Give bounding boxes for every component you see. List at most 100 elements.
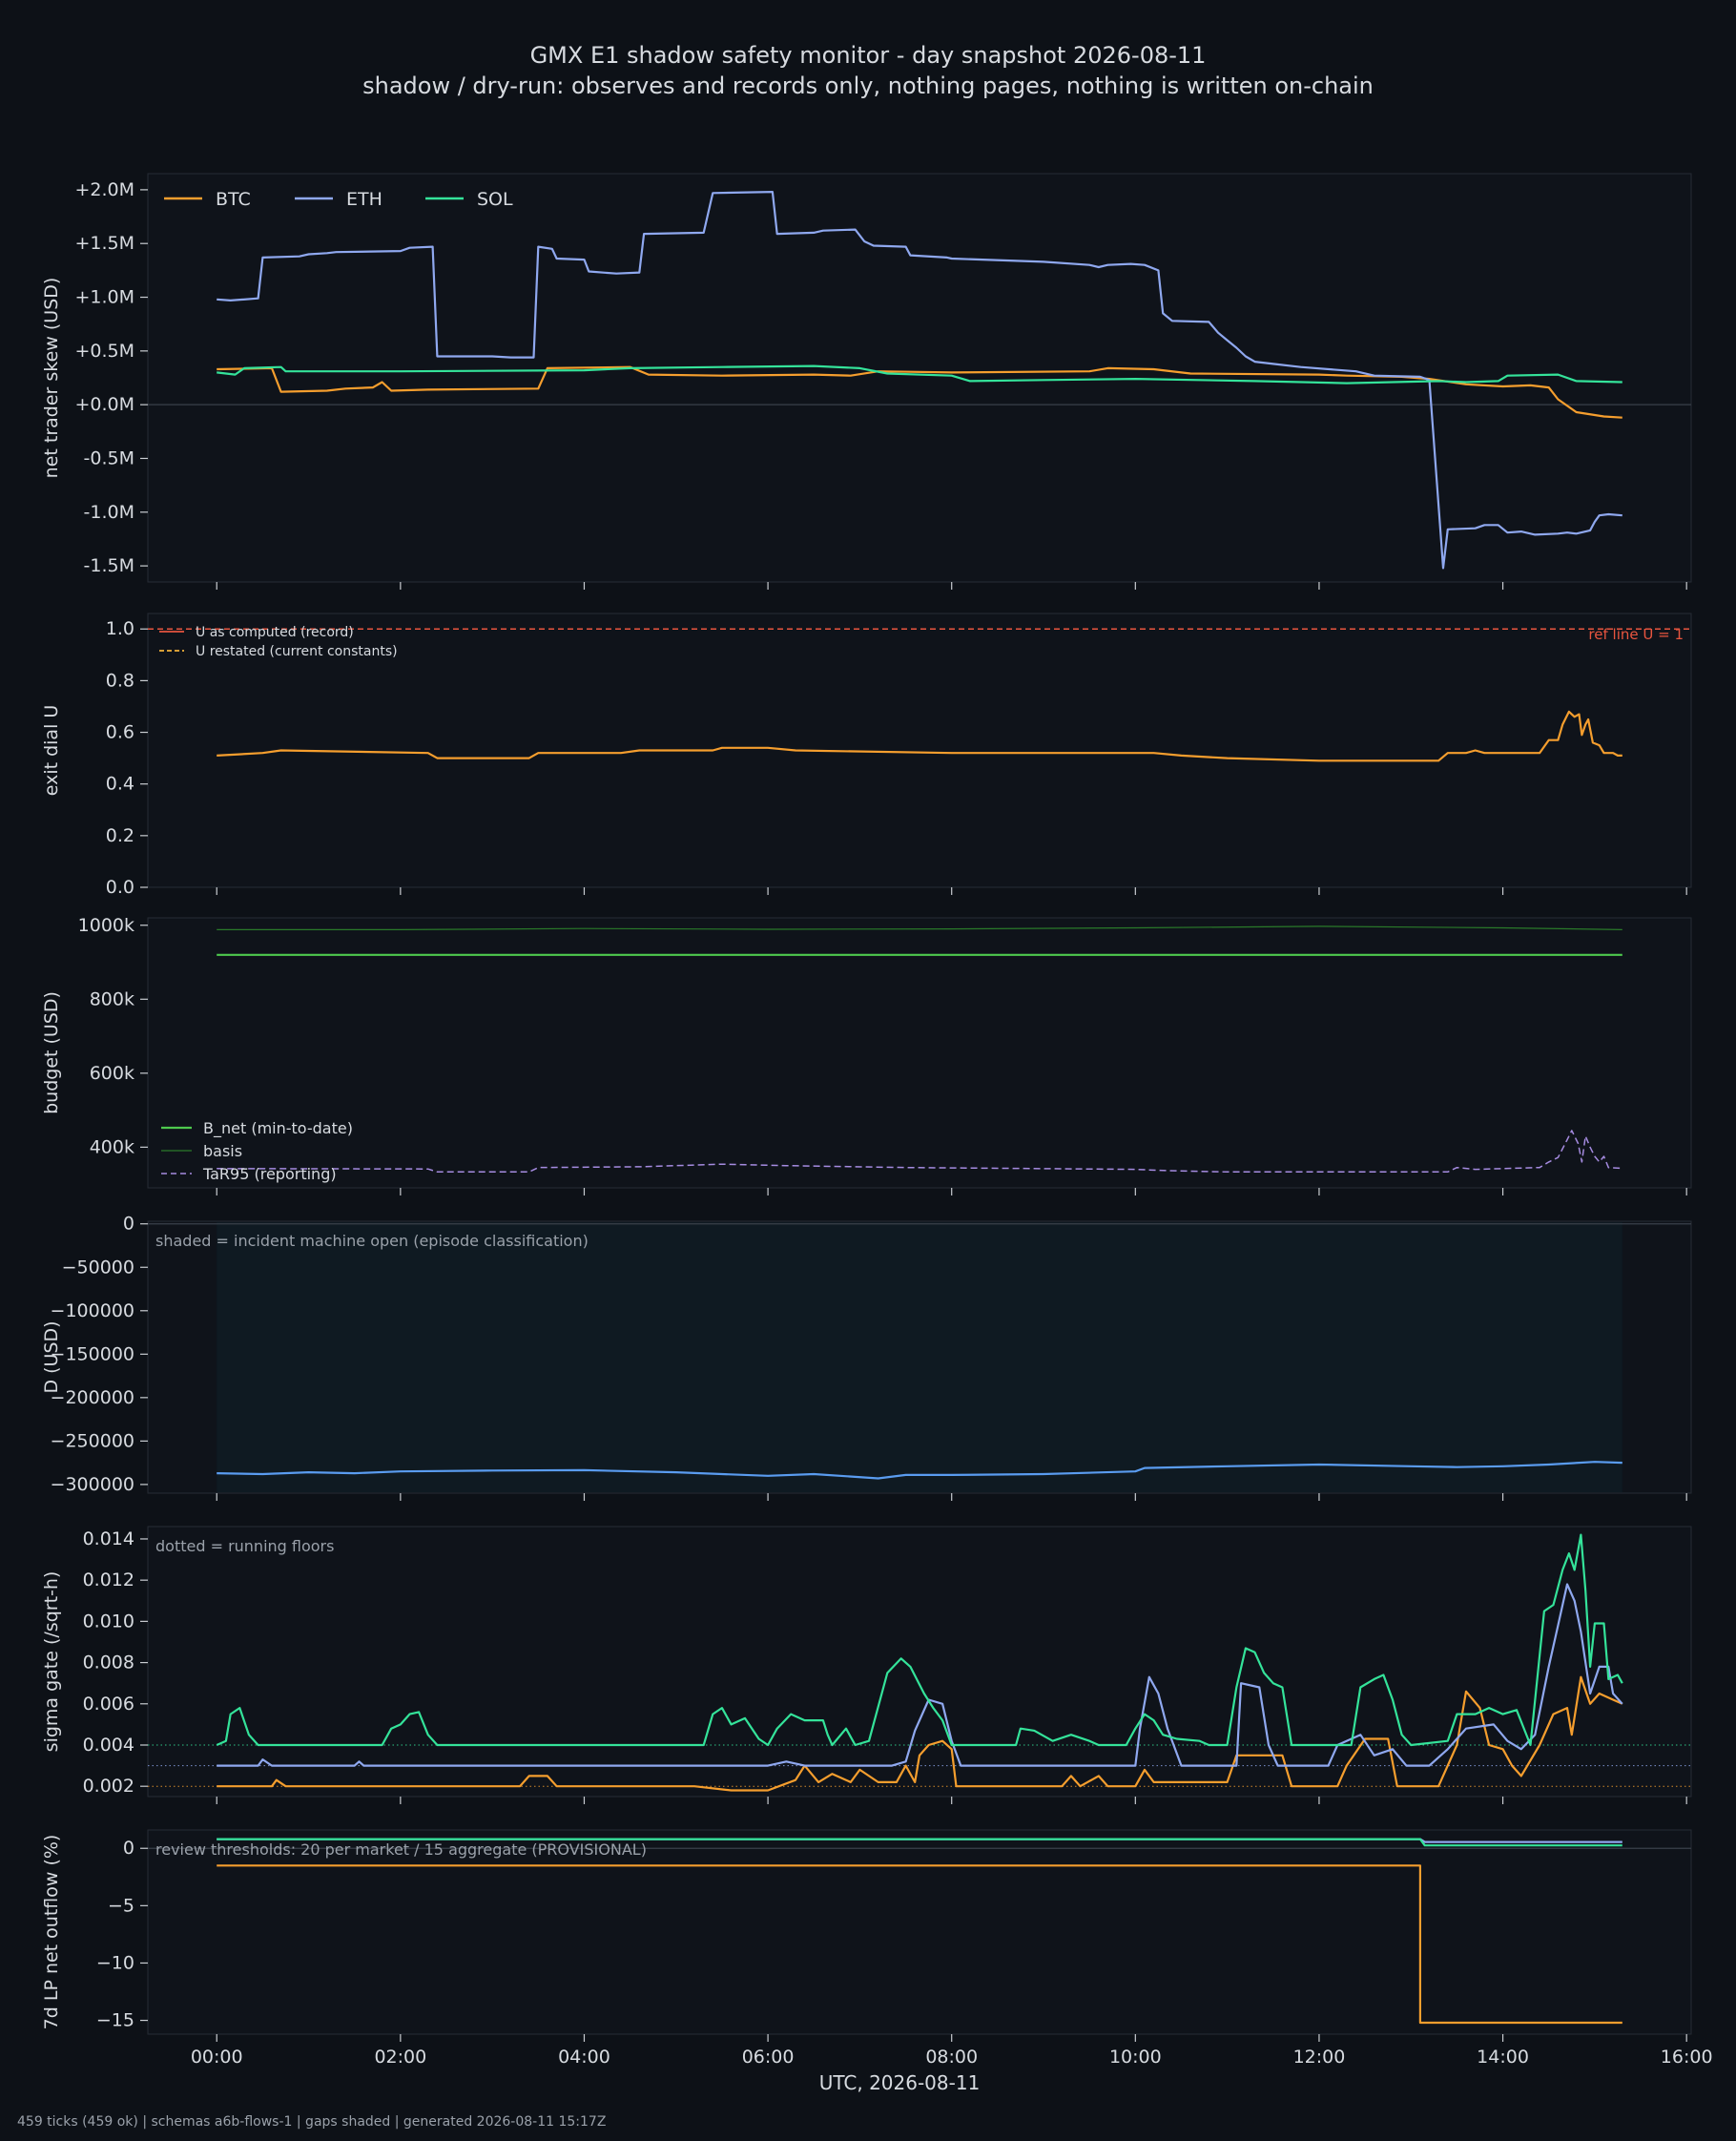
- legend-label: U restated (current constants): [196, 644, 398, 659]
- ref-line-label: ref line U = 1: [1588, 626, 1684, 643]
- legend-label: TaR95 (reporting): [202, 1165, 337, 1183]
- y-tick-label: 800k: [90, 988, 134, 1009]
- series-line-u: [217, 710, 1622, 762]
- panel-d: −300000 −250000 −200000 −150000 −100000 −5000…: [41, 1214, 1692, 1501]
- legend-label: SOL: [477, 189, 513, 210]
- x-tick-label: 12:00: [1293, 2047, 1346, 2068]
- panel-frame: [147, 173, 1692, 583]
- y-tick-label: 400k: [90, 1136, 134, 1157]
- series-line-sol: [217, 1838, 1622, 1847]
- panel-frame: [147, 917, 1692, 1189]
- series-group: [217, 191, 1622, 570]
- incident-shade: [217, 1222, 1622, 1492]
- y-tick-label: 0.004: [83, 1735, 134, 1756]
- series-group: [217, 925, 1622, 1174]
- y-axis-label: 7d LP net outflow (%): [41, 1835, 62, 2030]
- y-tick-label: −300000: [51, 1474, 134, 1495]
- y-tick-label: −50000: [62, 1257, 134, 1278]
- y-tick-label: -1.0M: [84, 502, 134, 523]
- y-tick-label: −100000: [51, 1300, 134, 1321]
- figure-title: GMX E1 shadow safety monitor - day snaps…: [530, 42, 1207, 69]
- y-tick-label: −10: [96, 1952, 134, 1973]
- x-tick-label: 04:00: [558, 2047, 610, 2068]
- y-tick-label: 0.0: [106, 877, 134, 898]
- y-tick-label: -1.5M: [84, 555, 134, 576]
- y-tick-label: 0.8: [106, 670, 134, 691]
- panel-sigma: 0.002 0.004 0.006 0.008 0.010 0.012 0.014 sigma…: [41, 1526, 1692, 1804]
- y-tick-label: +0.0M: [74, 394, 134, 415]
- series-line-eth: [217, 1583, 1623, 1767]
- series-line-eth: [217, 191, 1622, 570]
- y-tick-label: +0.5M: [74, 341, 134, 362]
- x-tick-label: 08:00: [925, 2047, 978, 2068]
- y-tick-label: 0.4: [106, 774, 134, 795]
- series-line-basis: [217, 925, 1622, 930]
- x-axis-label: UTC, 2026-08-11: [819, 2071, 981, 2094]
- panel-note: dotted = running floors: [155, 1537, 334, 1555]
- y-tick-label: 0.6: [106, 722, 134, 743]
- panel-budget: 400k 600k 800k 1000k budget (USD) B_net (min-…: [41, 915, 1692, 1195]
- y-tick-label: −250000: [51, 1430, 134, 1451]
- y-tick-label: −15: [96, 2010, 134, 2031]
- panel-lp: −15 −10 −5 0 00:00 02:00 04:00 06:00 08:00 10:00 1…: [41, 1829, 1713, 2068]
- y-tick-label: 0.014: [83, 1528, 134, 1549]
- legend-label: BTC: [216, 189, 251, 210]
- y-tick-label: +2.0M: [74, 179, 134, 200]
- panel-note: review thresholds: 20 per market / 15 ag…: [155, 1840, 647, 1859]
- footer-status: 459 ticks (459 ok) | schemas a6b-flows-1…: [17, 2114, 606, 2130]
- series-line-sol: [217, 364, 1622, 385]
- y-tick-label: −150000: [51, 1343, 134, 1364]
- x-tick-label: 10:00: [1109, 2047, 1162, 2068]
- y-tick-label: 600k: [90, 1063, 134, 1084]
- y-tick-label: 0.010: [83, 1611, 134, 1632]
- y-tick-label: 0: [123, 1838, 134, 1859]
- series-line-d: [217, 1461, 1622, 1480]
- series-line-sol: [216, 1533, 1623, 1747]
- y-tick-label: 1.0: [106, 618, 134, 639]
- y-tick-label: 0.008: [83, 1653, 134, 1673]
- panel-note: shaded = incident machine open (episode …: [155, 1232, 589, 1250]
- series-group: [216, 1533, 1623, 1792]
- y-tick-label: +1.0M: [74, 287, 134, 308]
- series-line-tar95-reporting-: [217, 1130, 1622, 1174]
- y-tick-label: 1000k: [78, 915, 134, 936]
- y-axis-label: budget (USD): [41, 991, 62, 1114]
- panel-frame: [147, 1829, 1692, 2035]
- panels: -1.5M -1.0M -0.5M +0.0M +0.5M +1.0M +1.5M +2.0M…: [41, 173, 1713, 2068]
- legend-label: basis: [203, 1142, 242, 1160]
- x-tick-label: 00:00: [191, 2047, 243, 2068]
- y-tick-label: -0.5M: [84, 447, 134, 468]
- series-group: [217, 1838, 1622, 2025]
- y-tick-label: 0.002: [83, 1776, 134, 1797]
- x-tick-label: 02:00: [374, 2047, 426, 2068]
- legend-label: B_net (min-to-date): [203, 1119, 353, 1138]
- panel-frame: [147, 613, 1692, 888]
- legend-label: ETH: [346, 189, 382, 210]
- y-tick-label: 0.012: [83, 1569, 134, 1590]
- y-tick-label: 0: [123, 1214, 134, 1235]
- y-tick-label: −200000: [51, 1387, 134, 1408]
- y-axis-label: D (USD): [41, 1320, 62, 1393]
- panel-skew: -1.5M -1.0M -0.5M +0.0M +0.5M +1.0M +1.5M +2.0M…: [41, 173, 1692, 590]
- x-tick-label: 14:00: [1477, 2047, 1529, 2068]
- series-group: [217, 1461, 1622, 1480]
- y-axis-label: exit dial U: [41, 705, 62, 797]
- series-line-btc: [217, 1864, 1622, 2025]
- y-axis-label: net trader skew (USD): [41, 278, 62, 479]
- y-tick-label: 0.006: [83, 1694, 134, 1715]
- x-tick-label: 06:00: [742, 2047, 795, 2068]
- y-tick-label: +1.5M: [74, 233, 134, 254]
- legend-label: U as computed (record): [196, 625, 354, 640]
- series-line-btc: [217, 365, 1622, 419]
- x-tick-label: 16:00: [1661, 2047, 1713, 2068]
- panel-exit: 0.0 0.2 0.4 0.6 0.8 1.0 exit dial U ref line U …: [41, 613, 1692, 898]
- series-group: [217, 710, 1622, 762]
- series-line-btc: [217, 1675, 1623, 1792]
- y-tick-label: −5: [108, 1895, 134, 1916]
- y-tick-label: 0.2: [106, 825, 134, 846]
- y-axis-label: sigma gate (/sqrt-h): [41, 1571, 62, 1753]
- figure-subtitle: shadow / dry-run: observes and records o…: [362, 73, 1374, 99]
- panel-frame: [147, 1526, 1692, 1798]
